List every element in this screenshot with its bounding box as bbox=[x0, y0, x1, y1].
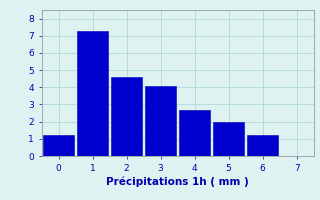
Bar bbox=[77, 31, 108, 156]
Bar bbox=[145, 86, 176, 156]
Bar bbox=[179, 110, 210, 156]
Bar bbox=[247, 135, 278, 156]
Bar bbox=[43, 135, 74, 156]
Bar bbox=[213, 122, 244, 156]
Bar bbox=[111, 77, 142, 156]
X-axis label: Précipitations 1h ( mm ): Précipitations 1h ( mm ) bbox=[106, 177, 249, 187]
